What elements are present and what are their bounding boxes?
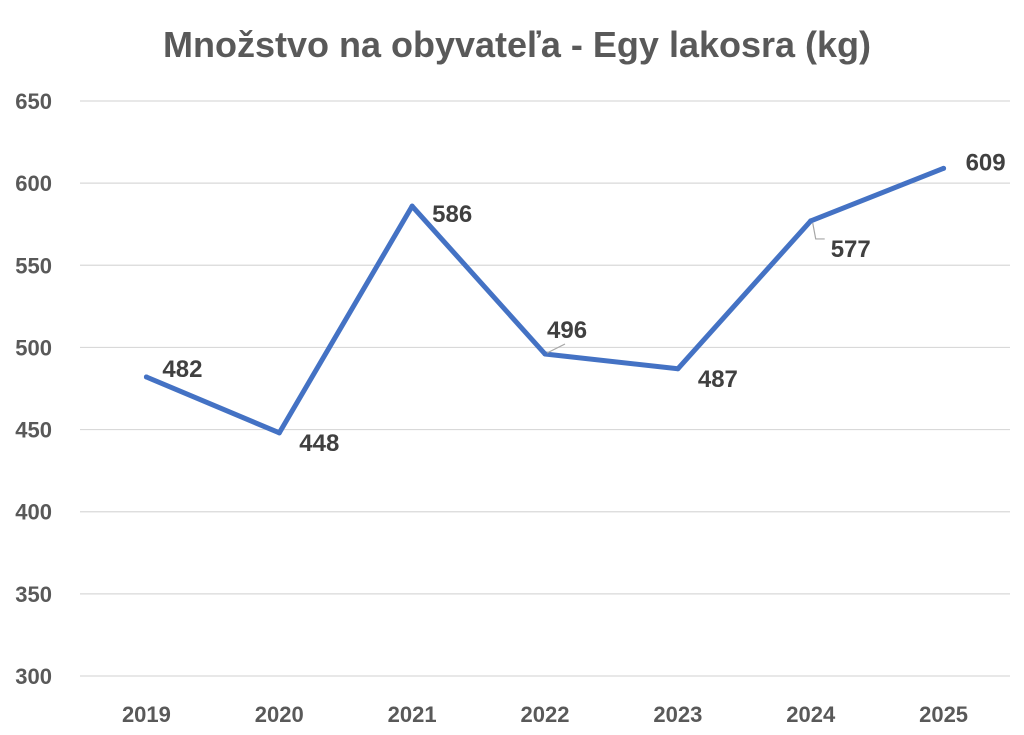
x-axis-tick-labels: 2019 2020 2021 2022 2023 2024 2025	[122, 702, 968, 727]
y-tick-label: 550	[15, 253, 52, 278]
y-tick-label: 450	[15, 418, 52, 443]
data-labels: 482 448 586 496 487 577 609	[162, 149, 1005, 457]
data-point	[409, 203, 415, 209]
x-tick-label: 2023	[653, 702, 702, 727]
data-point	[675, 366, 681, 372]
data-label: 487	[698, 366, 738, 393]
label-leader-line	[812, 222, 825, 240]
data-label: 448	[299, 430, 339, 457]
data-point	[808, 218, 814, 224]
gridlines	[80, 100, 1010, 677]
series-line	[143, 165, 947, 436]
y-tick-label: 300	[15, 664, 52, 689]
series-layer	[143, 165, 947, 436]
data-point	[143, 374, 149, 380]
y-axis-tick-labels: 300 350 400 450 500 550 600 650	[15, 89, 52, 689]
chart-title: Množstvo na obyvateľa - Egy lakosra (kg)	[163, 24, 871, 65]
data-label: 496	[547, 317, 587, 344]
label-leader-line	[546, 343, 566, 354]
y-tick-label: 400	[15, 500, 52, 525]
data-point	[542, 351, 548, 357]
y-tick-label: 500	[15, 335, 52, 360]
x-tick-label: 2025	[919, 702, 968, 727]
y-tick-label: 650	[15, 89, 52, 114]
x-tick-label: 2020	[255, 702, 304, 727]
x-tick-label: 2022	[521, 702, 570, 727]
x-tick-label: 2024	[786, 702, 836, 727]
x-tick-label: 2021	[388, 702, 437, 727]
data-label: 482	[162, 356, 202, 383]
y-tick-label: 600	[15, 171, 52, 196]
data-point	[941, 165, 947, 171]
x-tick-label: 2019	[122, 702, 171, 727]
data-label: 609	[966, 149, 1006, 176]
data-label: 586	[432, 201, 472, 228]
data-label: 577	[831, 236, 871, 263]
y-tick-label: 350	[15, 582, 52, 607]
data-point	[276, 430, 282, 436]
